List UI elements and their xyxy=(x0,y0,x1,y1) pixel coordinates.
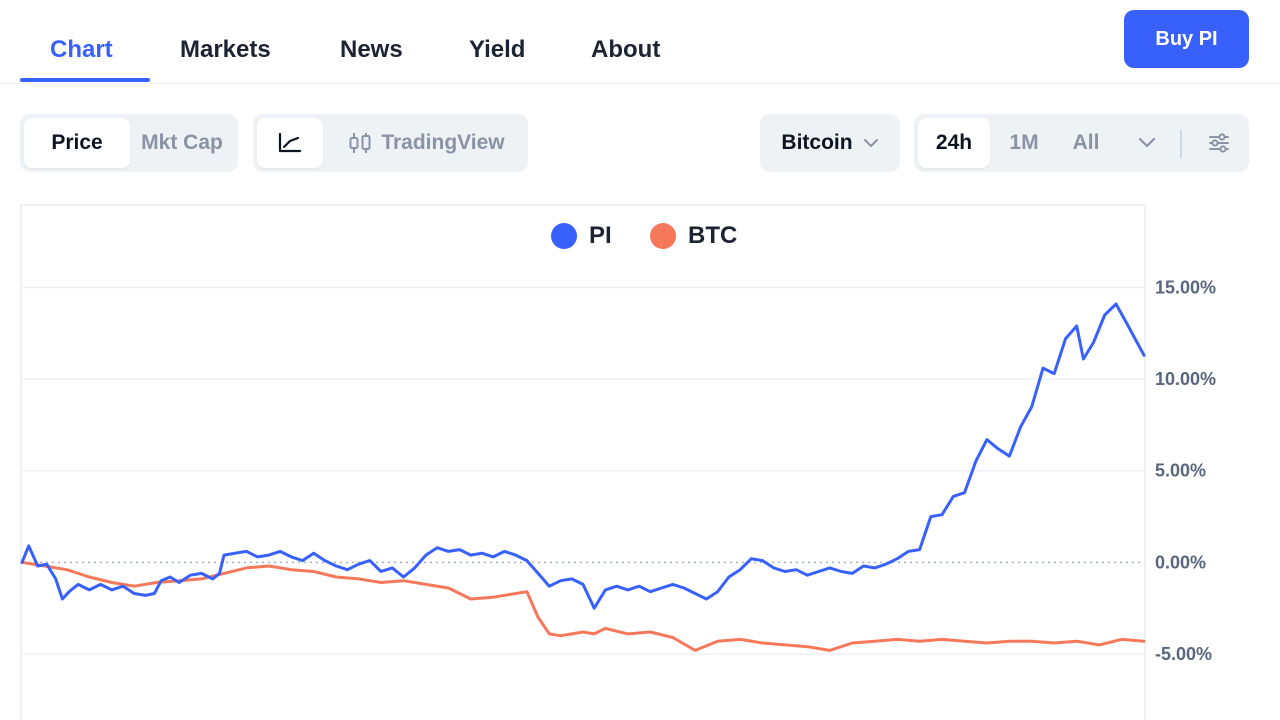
buy-pi-button[interactable]: Buy PI xyxy=(1124,10,1249,68)
compare-select-trigger[interactable]: Bitcoin xyxy=(760,118,900,168)
tab-chart[interactable]: Chart xyxy=(50,36,113,63)
tradingview-button[interactable]: TradingView xyxy=(331,118,521,168)
time-range-toggle: 24h 1M All xyxy=(914,114,1249,172)
chevron-down-icon xyxy=(863,138,879,148)
tab-yield[interactable]: Yield xyxy=(469,36,526,63)
tab-about[interactable]: About xyxy=(591,36,661,63)
legend-item-btc[interactable]: BTC xyxy=(650,222,737,250)
tab-news[interactable]: News xyxy=(340,36,403,63)
chevron-down-icon xyxy=(1138,137,1156,149)
active-tab-indicator xyxy=(20,78,150,82)
y-tick-label: 15.00% xyxy=(1155,277,1216,297)
compare-select-value: Bitcoin xyxy=(781,131,853,154)
chart-legend: PI BTC xyxy=(0,222,1280,256)
y-tick-label: 10.00% xyxy=(1155,369,1216,389)
tab-markets[interactable]: Markets xyxy=(180,36,271,63)
line-chart-button[interactable] xyxy=(257,118,323,168)
range-all[interactable]: All xyxy=(1072,131,1100,154)
compare-select[interactable]: Bitcoin xyxy=(760,114,900,172)
series-lines xyxy=(20,302,1146,652)
y-axis-ticks: 15.00% 10.00% 5.00% 0.00% -5.00% xyxy=(1155,277,1216,664)
line-chart-icon xyxy=(277,131,303,155)
y-tick-label: -5.00% xyxy=(1155,644,1212,664)
toolbar-divider xyxy=(1180,130,1182,158)
price-toggle[interactable]: Price xyxy=(24,118,130,168)
y-tick-label: 0.00% xyxy=(1155,552,1206,572)
legend-label-pi: PI xyxy=(589,222,612,249)
settings-sliders-icon xyxy=(1207,131,1231,155)
tradingview-label: TradingView xyxy=(381,131,505,154)
chart-settings-button[interactable] xyxy=(1194,118,1244,168)
metric-toggle: Price Mkt Cap xyxy=(20,114,238,172)
y-tick-label: 5.00% xyxy=(1155,461,1206,481)
legend-item-pi[interactable]: PI xyxy=(551,222,612,250)
chart-frame xyxy=(20,204,1146,720)
range-24h[interactable]: 24h xyxy=(918,118,990,168)
series-line-btc xyxy=(20,560,1146,652)
legend-label-btc: BTC xyxy=(688,222,738,249)
candlestick-icon xyxy=(347,131,373,155)
mktcap-toggle[interactable]: Mkt Cap xyxy=(141,131,223,154)
range-1m[interactable]: 1M xyxy=(1009,131,1039,154)
chart-type-toggle: TradingView xyxy=(253,114,528,172)
legend-dot-btc xyxy=(650,223,676,249)
top-nav: Chart Markets News Yield About Buy PI xyxy=(0,0,1280,84)
range-more-button[interactable] xyxy=(1126,118,1168,168)
grid-lines xyxy=(22,286,1144,655)
legend-dot-pi xyxy=(551,223,577,249)
series-line-pi xyxy=(20,302,1146,610)
